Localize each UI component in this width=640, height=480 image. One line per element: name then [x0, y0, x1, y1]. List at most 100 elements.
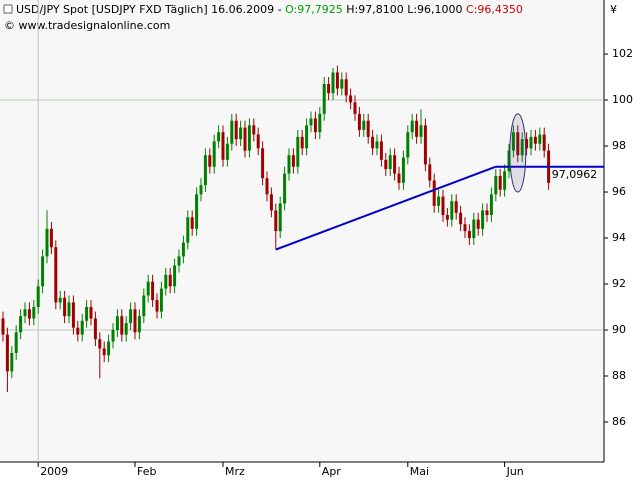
- candle-body: [441, 196, 445, 216]
- candle-body: [190, 217, 194, 229]
- candle-body: [507, 150, 511, 172]
- candle-body: [1, 318, 5, 335]
- candle-body: [23, 309, 27, 317]
- candle-body: [49, 228, 53, 248]
- candle-body: [393, 155, 397, 174]
- candle-body: [300, 136, 304, 149]
- candle-body: [283, 173, 287, 204]
- candle-body: [120, 316, 124, 335]
- candle-body: [327, 83, 331, 94]
- candle-body: [159, 288, 163, 312]
- candle-body: [19, 316, 23, 333]
- candle-body: [437, 196, 441, 206]
- candle-body: [265, 178, 269, 195]
- x-tick-label: Feb: [137, 465, 156, 478]
- x-tick-label: Jun: [506, 465, 524, 478]
- candle-body: [331, 72, 335, 94]
- candle-body: [371, 136, 375, 149]
- candle-body: [252, 125, 256, 135]
- candle-body: [481, 210, 485, 229]
- candle-body: [230, 120, 234, 144]
- candle-body: [5, 334, 9, 372]
- y-tick-label: 90: [612, 323, 626, 336]
- candle-body: [221, 132, 225, 160]
- candle-body: [384, 159, 388, 170]
- copyright: © www.tradesignalonline.com: [4, 19, 170, 32]
- candle-body: [494, 175, 498, 195]
- header: USD/JPY Spot [USDJPY FXD Täglich] 16.06.…: [16, 3, 523, 16]
- candle-body: [173, 265, 177, 287]
- candle-body: [410, 120, 414, 133]
- candle-body: [406, 132, 410, 158]
- candle-body: [485, 210, 489, 216]
- candle-body: [63, 297, 67, 317]
- candle-body: [335, 72, 339, 89]
- currency-symbol: ¥: [610, 3, 617, 16]
- candle-body: [203, 155, 207, 186]
- candle-body: [432, 180, 436, 206]
- candle-body: [45, 228, 49, 257]
- candle-body: [129, 309, 133, 324]
- candle-body: [467, 231, 471, 239]
- candle-body: [93, 318, 97, 340]
- y-tick-label: 94: [612, 231, 626, 244]
- candle-body: [419, 125, 423, 137]
- header-part: H:97,8100 L:96,1000: [343, 3, 466, 16]
- candle-body: [362, 120, 366, 130]
- candle-body: [208, 155, 212, 167]
- candle-body: [516, 132, 520, 156]
- candle-body: [58, 297, 62, 303]
- candle-body: [107, 341, 111, 356]
- y-tick-label: 102: [612, 47, 633, 60]
- candle-body: [217, 132, 221, 142]
- candle-body: [80, 320, 84, 335]
- candle-body: [10, 352, 14, 372]
- candle-body: [151, 281, 155, 301]
- plot-area: [0, 0, 604, 462]
- candle-body: [71, 302, 75, 328]
- x-tick-label: Apr: [322, 465, 342, 478]
- candle-body: [142, 295, 146, 317]
- candle-body: [450, 201, 454, 220]
- candle-body: [278, 203, 282, 232]
- candle-body: [291, 155, 295, 167]
- candle-body: [133, 309, 137, 333]
- candle-body: [511, 132, 515, 151]
- y-tick-label: 92: [612, 277, 626, 290]
- candle-body: [36, 286, 40, 308]
- candle-body: [14, 332, 18, 353]
- candle-body: [195, 194, 199, 229]
- candle-body: [186, 217, 190, 243]
- candle-body: [296, 136, 300, 167]
- header-part: C:96,4350: [466, 3, 523, 16]
- candle-body: [164, 274, 168, 289]
- candle-body: [313, 118, 317, 133]
- candle-body: [366, 120, 370, 137]
- candle-body: [274, 210, 278, 232]
- candle-body: [445, 215, 449, 220]
- candle-body: [463, 224, 467, 232]
- candle-body: [525, 139, 529, 149]
- candle-body: [340, 79, 344, 89]
- candle-body: [146, 281, 150, 296]
- candle-body: [269, 194, 273, 211]
- level-label: 97,0962: [552, 168, 598, 181]
- candle-body: [357, 113, 361, 130]
- x-tick-label: Mai: [410, 465, 429, 478]
- candle-body: [54, 247, 58, 303]
- x-tick-label: Mrz: [225, 465, 245, 478]
- candle-body: [344, 79, 348, 96]
- candle-body: [155, 300, 159, 312]
- candle-body: [102, 348, 106, 356]
- header-part: USD/JPY Spot [USDJPY FXD Täglich] 16.06.…: [16, 3, 285, 16]
- candle-body: [239, 127, 243, 140]
- header-icon: [3, 4, 13, 14]
- candle-body: [212, 141, 216, 167]
- candle-body: [247, 125, 251, 151]
- candle-body: [375, 141, 379, 149]
- candle-body: [67, 302, 71, 317]
- candle-body: [137, 316, 141, 333]
- candle-body: [459, 212, 463, 225]
- candle-body: [397, 173, 401, 183]
